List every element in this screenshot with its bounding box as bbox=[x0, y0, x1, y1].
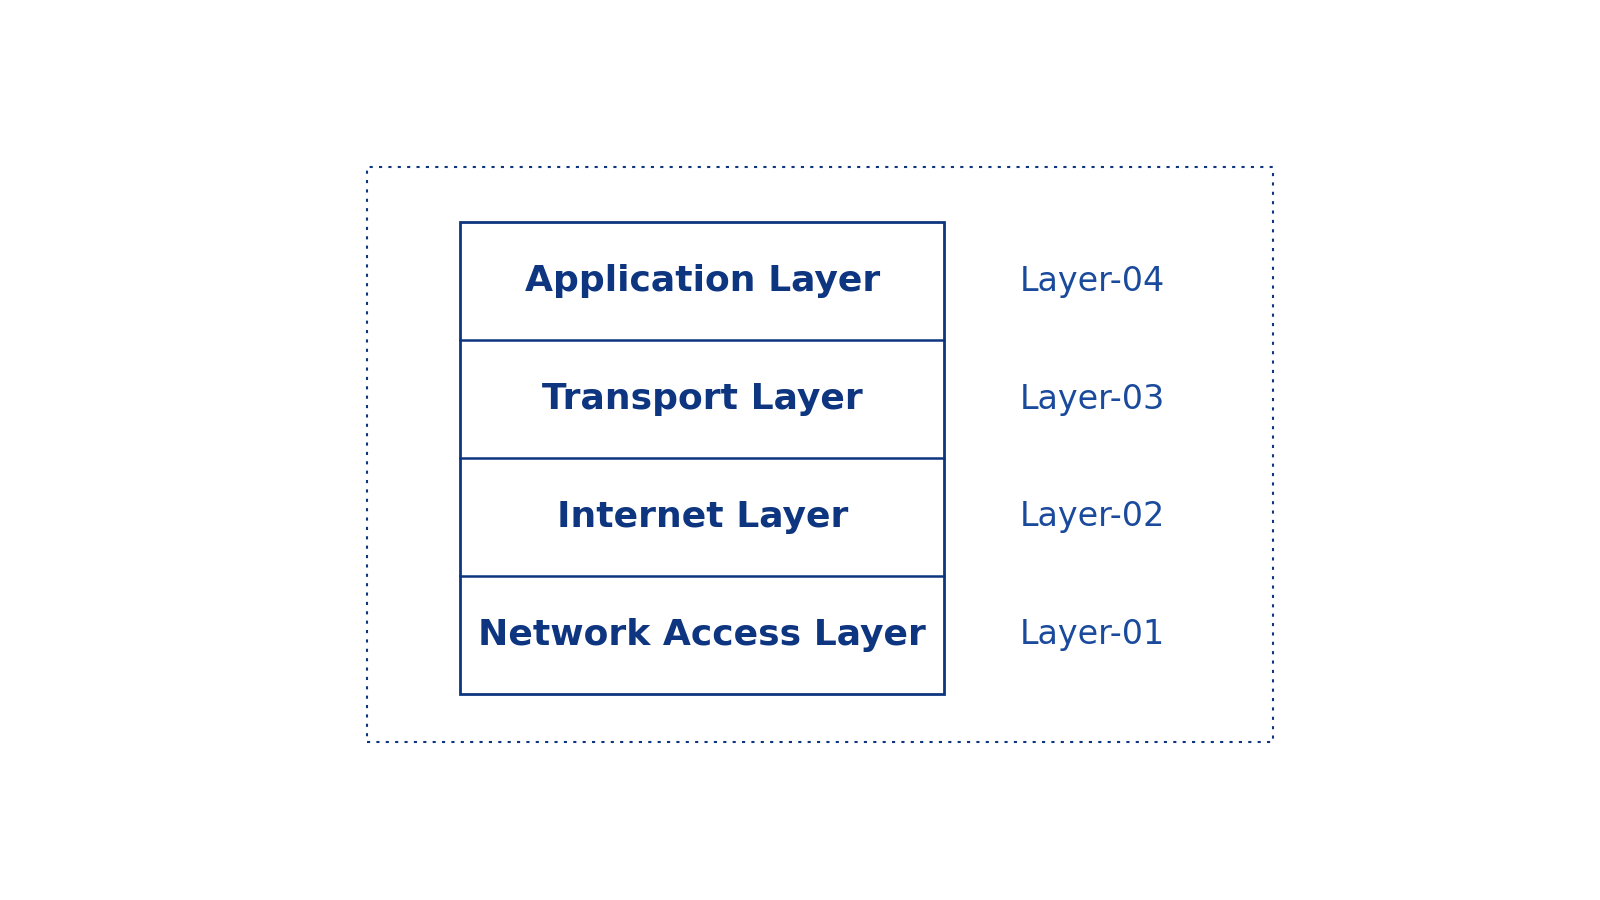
Text: Network Access Layer: Network Access Layer bbox=[478, 617, 926, 652]
Text: Application Layer: Application Layer bbox=[525, 265, 880, 298]
Text: Internet Layer: Internet Layer bbox=[557, 500, 848, 534]
Bar bbox=[461, 222, 944, 694]
Text: Layer-03: Layer-03 bbox=[1021, 382, 1165, 416]
Text: Layer-02: Layer-02 bbox=[1021, 500, 1165, 534]
Text: Layer-01: Layer-01 bbox=[1021, 618, 1165, 652]
Bar bbox=[368, 166, 1272, 742]
Text: Layer-04: Layer-04 bbox=[1021, 265, 1165, 298]
Text: Transport Layer: Transport Layer bbox=[542, 382, 862, 416]
